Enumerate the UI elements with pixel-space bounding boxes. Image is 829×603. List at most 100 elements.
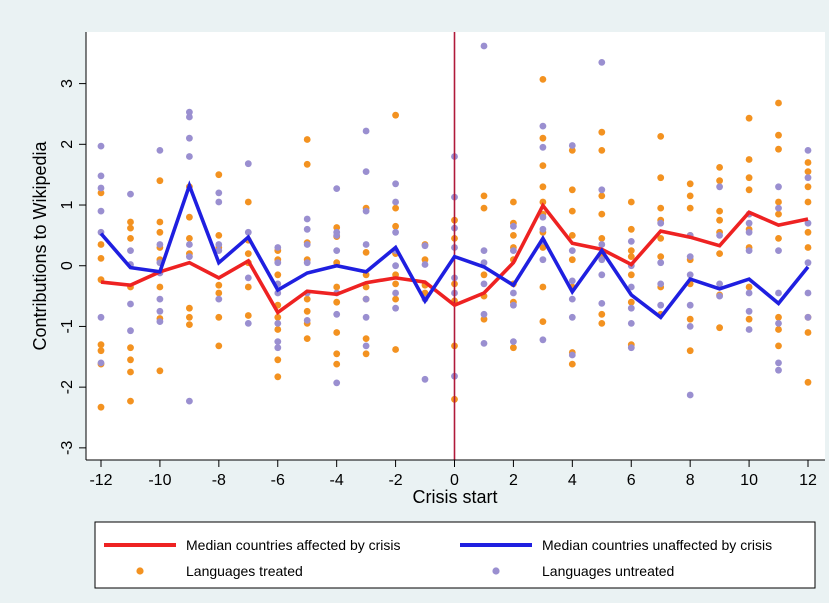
x-tick-label-6: 6 — [627, 472, 636, 489]
dot-languages-treated-153 — [686, 192, 694, 200]
dot-languages-untreated-101 — [568, 277, 576, 285]
dot-languages-treated-145 — [657, 174, 665, 182]
dot-languages-treated-60 — [333, 360, 341, 368]
dot-languages-untreated-87 — [510, 301, 517, 309]
dot-languages-untreated-135 — [745, 219, 753, 227]
dot-languages-treated-43 — [244, 198, 252, 206]
dot-languages-untreated-124 — [686, 253, 694, 260]
dot-languages-treated-155 — [716, 324, 723, 332]
dot-languages-treated-115 — [539, 76, 547, 83]
dot-languages-treated-147 — [686, 347, 694, 355]
dot-languages-untreated-47 — [303, 215, 311, 223]
dot-languages-untreated-71 — [421, 261, 429, 268]
dot-languages-untreated-89 — [510, 247, 517, 255]
dot-languages-untreated-99 — [568, 313, 576, 321]
dot-languages-untreated-149 — [804, 147, 812, 154]
dot-languages-untreated-26 — [215, 295, 223, 303]
dot-languages-untreated-68 — [392, 180, 399, 188]
dot-languages-treated-18 — [156, 283, 164, 291]
dot-languages-untreated-98 — [568, 351, 576, 359]
dot-languages-untreated-59 — [362, 207, 370, 215]
dot-languages-untreated-109 — [598, 59, 606, 66]
median-lines-layer — [99, 180, 810, 320]
dot-languages-untreated-22 — [186, 153, 193, 160]
dot-languages-treated-125 — [598, 310, 606, 318]
dot-languages-treated-136 — [627, 247, 635, 255]
dot-languages-treated-112 — [539, 183, 547, 191]
dot-languages-untreated-106 — [598, 256, 606, 264]
dot-languages-treated-49 — [274, 271, 282, 279]
dot-languages-untreated-21 — [186, 241, 193, 248]
dot-languages-untreated-56 — [362, 313, 370, 321]
legend-box — [94, 521, 816, 589]
dot-languages-untreated-131 — [745, 307, 753, 315]
dot-languages-untreated-45 — [303, 241, 311, 248]
dot-languages-untreated-122 — [686, 301, 694, 309]
dot-languages-untreated-95 — [539, 213, 547, 221]
x-tick-label--6: -6 — [271, 472, 285, 489]
legend-swatch-untreated-dot — [492, 567, 500, 575]
dot-languages-treated-130 — [598, 147, 606, 154]
dot-languages-treated-113 — [539, 162, 547, 170]
dot-languages-untreated-80 — [480, 340, 488, 347]
dot-languages-treated-39 — [244, 283, 252, 291]
y-tick-label-1: 1 — [59, 200, 76, 209]
y-tick-label--3: -3 — [59, 441, 76, 455]
dot-languages-untreated-105 — [598, 271, 606, 279]
dot-languages-untreated-132 — [745, 289, 753, 297]
dot-languages-untreated-18 — [156, 147, 164, 154]
dot-languages-treated-46 — [274, 326, 282, 333]
dot-languages-treated-25 — [186, 313, 193, 321]
dot-languages-untreated-119 — [657, 219, 665, 227]
dot-languages-treated-177 — [775, 198, 782, 206]
dot-languages-untreated-64 — [392, 262, 399, 270]
dot-languages-treated-14 — [127, 224, 134, 232]
dot-languages-treated-2 — [97, 347, 105, 355]
dot-languages-treated-0 — [97, 403, 105, 411]
dot-languages-treated-157 — [716, 250, 723, 257]
x-tick-label-2: 2 — [509, 472, 518, 489]
dot-languages-treated-36 — [215, 232, 223, 239]
dot-languages-untreated-129 — [716, 183, 723, 191]
dot-languages-treated-15 — [127, 218, 134, 226]
dot-languages-untreated-121 — [686, 323, 694, 330]
dot-languages-treated-188 — [804, 168, 812, 176]
dot-languages-treated-133 — [627, 298, 635, 306]
dot-languages-untreated-120 — [686, 391, 694, 399]
dot-languages-untreated-61 — [362, 127, 370, 135]
dot-languages-treated-10 — [127, 356, 134, 364]
dot-languages-untreated-146 — [804, 259, 812, 267]
dot-languages-untreated-11 — [127, 190, 134, 198]
dot-languages-untreated-12 — [156, 318, 164, 325]
dot-languages-untreated-53 — [333, 228, 341, 236]
dot-languages-untreated-34 — [244, 160, 252, 168]
dot-languages-untreated-110 — [627, 344, 635, 352]
dot-languages-treated-29 — [186, 213, 193, 221]
dot-languages-treated-172 — [775, 342, 782, 350]
dot-languages-untreated-4 — [97, 184, 105, 192]
y-tick-label-2: 2 — [59, 140, 76, 149]
dot-languages-treated-81 — [392, 204, 399, 212]
dot-languages-treated-31 — [215, 342, 223, 350]
dot-languages-untreated-32 — [244, 274, 252, 282]
dot-languages-untreated-141 — [775, 247, 782, 255]
dot-languages-untreated-82 — [480, 280, 488, 288]
legend-swatch-treated-dot — [136, 567, 144, 575]
dot-languages-untreated-29 — [215, 198, 223, 206]
dot-languages-treated-23 — [156, 177, 164, 185]
dot-languages-treated-24 — [186, 321, 193, 328]
dot-languages-treated-73 — [362, 249, 370, 256]
dot-languages-untreated-58 — [362, 241, 370, 248]
dot-languages-treated-75 — [392, 346, 399, 353]
x-tick-label--8: -8 — [212, 472, 226, 489]
dot-languages-untreated-49 — [333, 310, 341, 318]
dot-languages-treated-26 — [186, 304, 193, 312]
series-line-median-countries-affected-by-crisis — [100, 202, 809, 316]
series-line-median-countries-unaffected-by-crisis — [99, 180, 810, 320]
x-axis-title: Crisis start — [413, 487, 498, 507]
x-tick-label--10: -10 — [148, 472, 171, 489]
legend-label-treated-dot: Languages treated — [186, 563, 303, 579]
dot-languages-untreated-144 — [804, 313, 812, 321]
dot-languages-treated-7 — [97, 189, 105, 197]
dot-languages-untreated-48 — [333, 379, 341, 387]
